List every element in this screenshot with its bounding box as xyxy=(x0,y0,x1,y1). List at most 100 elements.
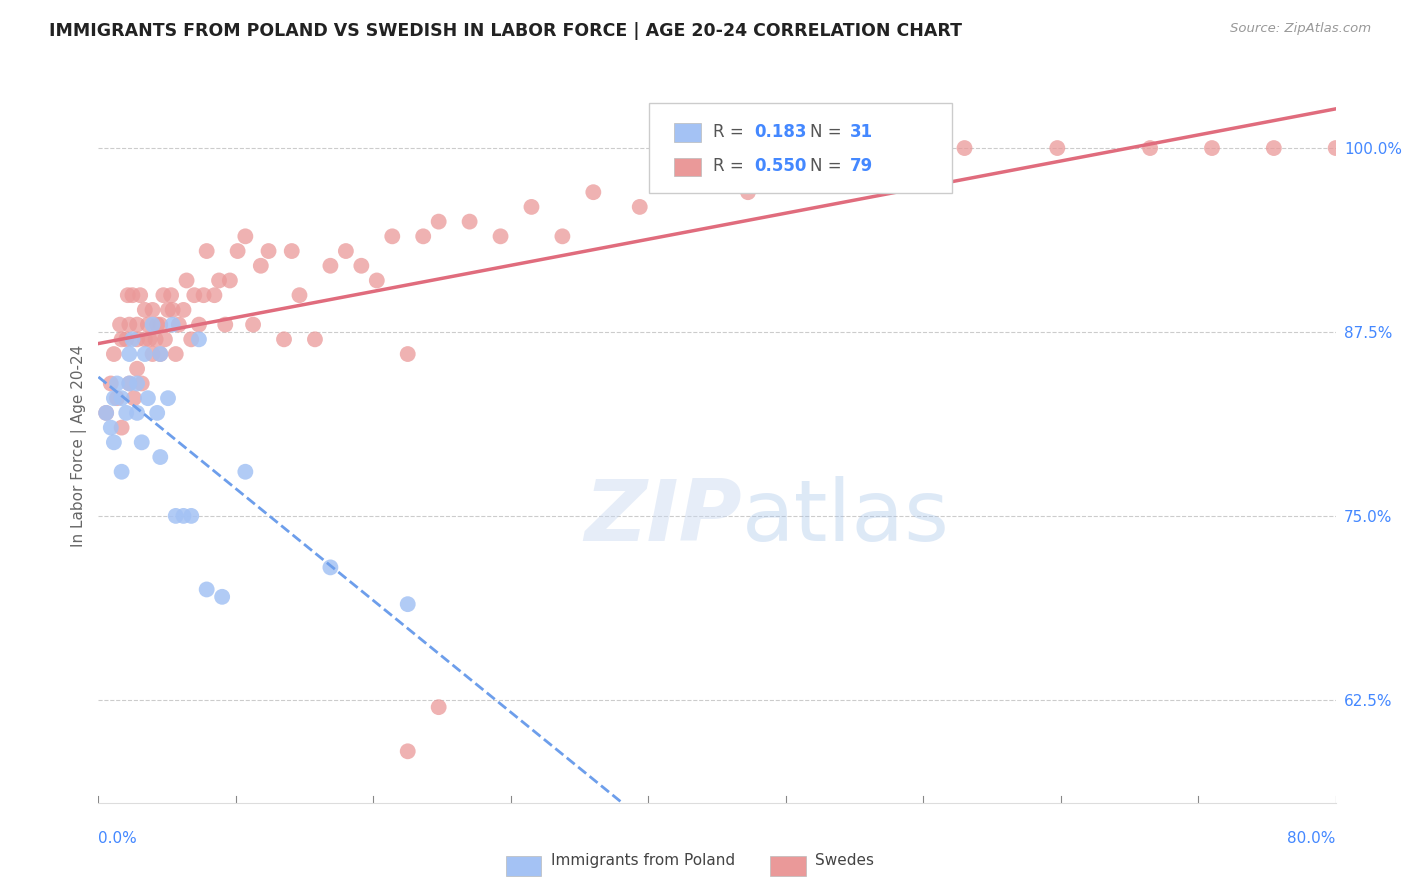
Point xyxy=(103,347,125,361)
Point xyxy=(149,450,172,464)
Point xyxy=(335,244,357,258)
Point xyxy=(458,214,481,228)
Point xyxy=(319,560,342,574)
Point xyxy=(153,332,176,346)
Point xyxy=(520,200,543,214)
Point xyxy=(675,170,697,185)
Point xyxy=(136,391,159,405)
Point xyxy=(219,273,242,287)
Point xyxy=(111,332,134,346)
Point xyxy=(1139,141,1161,155)
Point xyxy=(350,259,373,273)
Text: N =: N = xyxy=(810,157,846,175)
Point xyxy=(146,318,169,332)
Point xyxy=(152,288,174,302)
Point xyxy=(115,332,138,346)
Point xyxy=(136,318,159,332)
Point xyxy=(111,465,134,479)
Point xyxy=(146,406,169,420)
Point xyxy=(211,590,233,604)
Point xyxy=(118,376,141,391)
Point xyxy=(105,376,128,391)
Point xyxy=(396,347,419,361)
Point xyxy=(115,406,138,420)
FancyBboxPatch shape xyxy=(673,158,702,177)
Point xyxy=(319,259,342,273)
Point xyxy=(250,259,273,273)
Point xyxy=(737,185,759,199)
Text: Immigrants from Poland: Immigrants from Poland xyxy=(551,854,735,868)
Point xyxy=(180,332,202,346)
Point xyxy=(134,302,156,317)
Point xyxy=(183,288,205,302)
Point xyxy=(281,244,304,258)
Point xyxy=(173,302,195,317)
Point xyxy=(127,376,149,391)
Point xyxy=(953,141,976,155)
Point xyxy=(118,347,141,361)
Point xyxy=(1046,141,1069,155)
Point xyxy=(100,376,122,391)
Point xyxy=(257,244,280,258)
Point xyxy=(214,318,236,332)
Point xyxy=(129,288,152,302)
Point xyxy=(121,332,143,346)
Point xyxy=(105,391,128,405)
Point xyxy=(96,406,118,420)
Point xyxy=(288,288,311,302)
Y-axis label: In Labor Force | Age 20-24: In Labor Force | Age 20-24 xyxy=(72,345,87,547)
Point xyxy=(167,318,190,332)
Point xyxy=(628,200,651,214)
Point xyxy=(149,318,172,332)
Point xyxy=(381,229,404,244)
Point xyxy=(111,391,134,405)
Text: R =: R = xyxy=(713,157,749,175)
Point xyxy=(149,347,172,361)
Text: R =: R = xyxy=(713,123,749,141)
Point xyxy=(489,229,512,244)
Text: Swedes: Swedes xyxy=(815,854,875,868)
Point xyxy=(111,420,134,434)
FancyBboxPatch shape xyxy=(650,103,952,193)
Point xyxy=(145,332,167,346)
Point xyxy=(117,288,139,302)
Text: 0.183: 0.183 xyxy=(754,123,807,141)
Point xyxy=(226,244,249,258)
Point xyxy=(118,376,141,391)
Text: 80.0%: 80.0% xyxy=(1288,831,1336,847)
Text: IMMIGRANTS FROM POLAND VS SWEDISH IN LABOR FORCE | AGE 20-24 CORRELATION CHART: IMMIGRANTS FROM POLAND VS SWEDISH IN LAB… xyxy=(49,22,962,40)
Point xyxy=(799,155,821,169)
Point xyxy=(193,288,215,302)
Point xyxy=(131,435,153,450)
Point xyxy=(108,318,131,332)
Point xyxy=(304,332,326,346)
Point xyxy=(165,347,187,361)
Point xyxy=(551,229,574,244)
Point xyxy=(103,391,125,405)
Text: ZIP: ZIP xyxy=(583,475,742,559)
Point xyxy=(204,288,226,302)
Point xyxy=(96,406,118,420)
Point xyxy=(1263,141,1285,155)
Point xyxy=(142,318,165,332)
Point xyxy=(396,744,419,758)
Point xyxy=(235,229,257,244)
Point xyxy=(127,318,149,332)
Text: 31: 31 xyxy=(849,123,873,141)
Point xyxy=(1324,141,1347,155)
Point xyxy=(103,435,125,450)
Point xyxy=(165,508,187,523)
Point xyxy=(188,318,211,332)
Point xyxy=(188,332,211,346)
Point xyxy=(127,361,149,376)
Point xyxy=(127,406,149,420)
Point xyxy=(891,141,914,155)
Point xyxy=(162,302,184,317)
Point xyxy=(149,347,172,361)
Point xyxy=(127,332,149,346)
Point xyxy=(235,465,257,479)
Point xyxy=(176,273,198,287)
Point xyxy=(582,185,605,199)
Point xyxy=(427,214,450,228)
Point xyxy=(396,597,419,611)
